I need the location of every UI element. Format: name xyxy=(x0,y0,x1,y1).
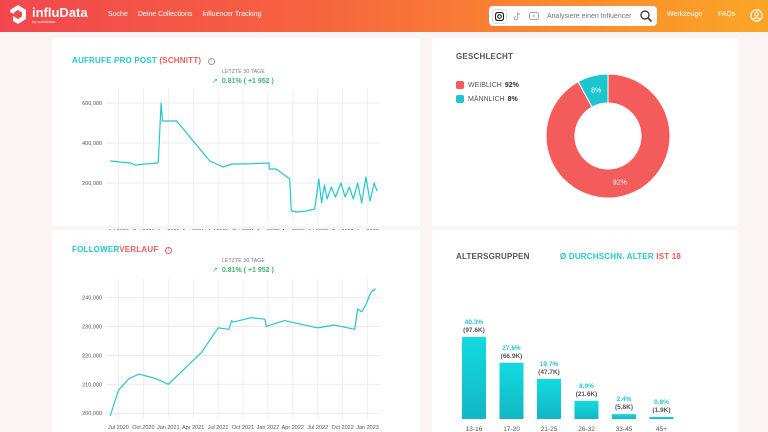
gender-card: GESCHLECHT WEIBLICH 92% MÄNNLICH 8% 92% 8% xyxy=(432,38,738,226)
search-input[interactable] xyxy=(547,12,639,20)
bar-category-label: 45+ xyxy=(656,426,667,432)
brand-name: influData xyxy=(32,5,88,20)
series-line xyxy=(110,102,378,213)
bar-count-label: (21.6K) xyxy=(576,391,598,398)
age-groups-card: ALTERSGRUPPEN Ø DURCHSCHN. ALTER IST 18 … xyxy=(432,230,738,432)
age-bar xyxy=(462,337,486,419)
legend-female: WEIBLICH 92% xyxy=(456,81,519,89)
average-age: Ø DURCHSCHN. ALTER IST 18 xyxy=(560,252,682,261)
views-stat-label: LETZTE 30 TAGE xyxy=(222,69,265,75)
top-navbar: influData by socialdata Suche Deine Coll… xyxy=(0,0,768,32)
bar-category-label: 13-16 xyxy=(466,426,483,432)
followers-stat-value: ↗ 0.81% ( +1 952 ) xyxy=(212,267,274,274)
views-per-post-card: AUFRUFE PRO POST (SCHNITT) i LETZTE 30 T… xyxy=(52,38,420,233)
bar-category-label: 26-32 xyxy=(578,426,595,432)
search-icon[interactable] xyxy=(639,9,653,23)
slice-label: 92% xyxy=(613,180,627,187)
trend-up-icon: ↗ xyxy=(212,267,218,274)
pie-slice xyxy=(545,73,671,199)
bar-count-label: (97.6K) xyxy=(463,327,485,334)
age-bar xyxy=(537,378,561,419)
age-bar xyxy=(612,414,636,419)
age-bar xyxy=(499,362,524,419)
pie-slice xyxy=(577,73,609,108)
brand-subtitle: by socialdata xyxy=(32,19,56,24)
bar-category-label: 21-25 xyxy=(541,426,558,432)
age-bar-chart: 40.3%(97.6K)13-1627.6%(66.9K)17-2019.7%(… xyxy=(462,319,674,432)
nav-tools[interactable]: Werkzeuge xyxy=(667,11,703,18)
infludata-logo-icon xyxy=(10,5,26,24)
x-tick-label: Jan 2021 xyxy=(157,425,180,431)
age-card-title: ALTERSGRUPPEN xyxy=(456,252,530,261)
search-bar xyxy=(489,6,657,26)
nav-influencer-tracking[interactable]: Influencer Tracking xyxy=(202,11,262,18)
youtube-icon[interactable] xyxy=(526,9,541,24)
info-icon[interactable]: i xyxy=(207,58,215,65)
y-tick-label: 200,000 xyxy=(82,181,102,187)
views-stat-value: ↗ 0.81% ( +1 952 ) xyxy=(212,78,274,85)
y-tick-label: 600,000 xyxy=(82,101,102,107)
follower-history-card: FOLLOWERVERLAUF i LETZTE 30 TAGE ↗ 0.81% … xyxy=(52,230,420,432)
main-nav: Suche Deine Collections Influencer Track… xyxy=(108,11,262,18)
age-bar xyxy=(649,417,674,419)
nav-search[interactable]: Suche xyxy=(108,11,128,18)
y-tick-label: 230,000 xyxy=(82,324,102,330)
user-account-icon[interactable] xyxy=(750,9,763,22)
y-tick-label: 240,000 xyxy=(82,295,102,301)
y-tick-label: 400,000 xyxy=(82,141,102,147)
instagram-icon[interactable] xyxy=(492,8,507,24)
bar-percent-label: 19.7% xyxy=(540,361,559,368)
followers-stat-label: LETZTE 30 TAGE xyxy=(222,258,265,264)
bar-percent-label: 40.3% xyxy=(465,319,484,326)
bar-percent-label: 2.4% xyxy=(617,396,632,403)
trend-up-icon: ↗ xyxy=(212,78,218,85)
x-tick-label: Jul 2021 xyxy=(208,425,229,431)
series-line xyxy=(109,288,377,417)
gender-card-title: GESCHLECHT xyxy=(456,52,514,61)
bar-category-label: 33-45 xyxy=(616,426,633,432)
x-tick-label: Oct 2021 xyxy=(232,425,254,431)
age-bar xyxy=(574,400,599,419)
legend-male: MÄNNLICH 8% xyxy=(456,95,518,103)
nav-collections[interactable]: Deine Collections xyxy=(137,11,193,18)
brand-logo[interactable]: influData by socialdata xyxy=(8,4,88,26)
nav-faqs[interactable]: FAQs xyxy=(718,11,736,18)
followers-line-chart: 240,000 230,000 220,000 210,000 200,000 Jul 2… xyxy=(82,279,380,431)
x-tick-label: Jan 2022 xyxy=(257,425,280,431)
views-card-title: AUFRUFE PRO POST (SCHNITT) i xyxy=(72,56,215,65)
x-tick-label: Jul 2022 xyxy=(307,425,328,431)
bar-count-label: (5.8K) xyxy=(615,404,633,411)
y-tick-label: 220,000 xyxy=(82,353,102,359)
bar-percent-label: 27.6% xyxy=(502,345,521,352)
gender-donut-chart: 92% 8% xyxy=(545,73,671,199)
bar-count-label: (66.9K) xyxy=(501,353,523,360)
x-tick-label: Apr 2021 xyxy=(182,425,204,431)
x-tick-label: Jan 2023 xyxy=(356,425,379,431)
bar-category-label: 17-20 xyxy=(503,426,520,432)
x-tick-label: Oct 2020 xyxy=(132,425,154,431)
x-tick-label: Oct 2022 xyxy=(331,425,353,431)
slice-label: 8% xyxy=(591,87,601,94)
bar-percent-label: 8.9% xyxy=(579,383,594,390)
x-tick-label: Jul 2020 xyxy=(108,425,129,431)
y-tick-label: 200,000 xyxy=(82,411,102,417)
x-tick-label: Apr 2022 xyxy=(282,425,304,431)
info-icon[interactable]: i xyxy=(164,247,172,254)
bar-percent-label: 0.8% xyxy=(654,399,669,406)
tiktok-icon[interactable] xyxy=(509,9,524,24)
bar-count-label: (47.7K) xyxy=(538,369,560,376)
y-tick-label: 210,000 xyxy=(82,382,102,388)
followers-card-title: FOLLOWERVERLAUF i xyxy=(72,245,172,254)
bar-count-label: (1.9K) xyxy=(652,407,670,414)
